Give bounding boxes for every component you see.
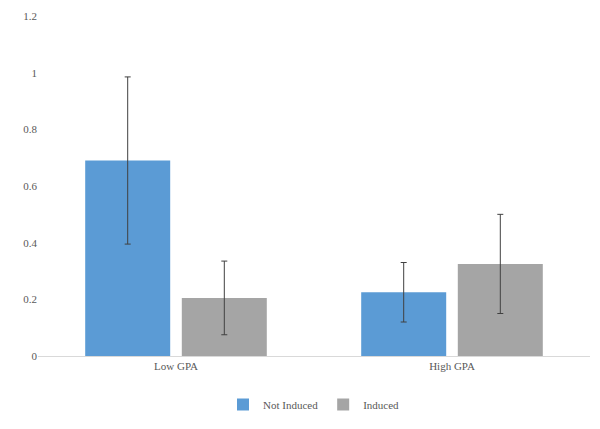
svg-text:1.2: 1.2 [23,10,37,22]
svg-text:0.2: 0.2 [23,293,37,305]
svg-text:1: 1 [32,67,38,79]
svg-text:0.6: 0.6 [23,180,37,192]
svg-text:Low GPA: Low GPA [154,360,198,372]
svg-text:Not Induced: Not Induced [263,399,318,411]
svg-text:0.4: 0.4 [23,237,37,249]
svg-text:0: 0 [32,350,38,362]
svg-text:High GPA: High GPA [429,360,475,372]
svg-text:Induced: Induced [363,399,399,411]
svg-text:0.8: 0.8 [23,123,37,135]
